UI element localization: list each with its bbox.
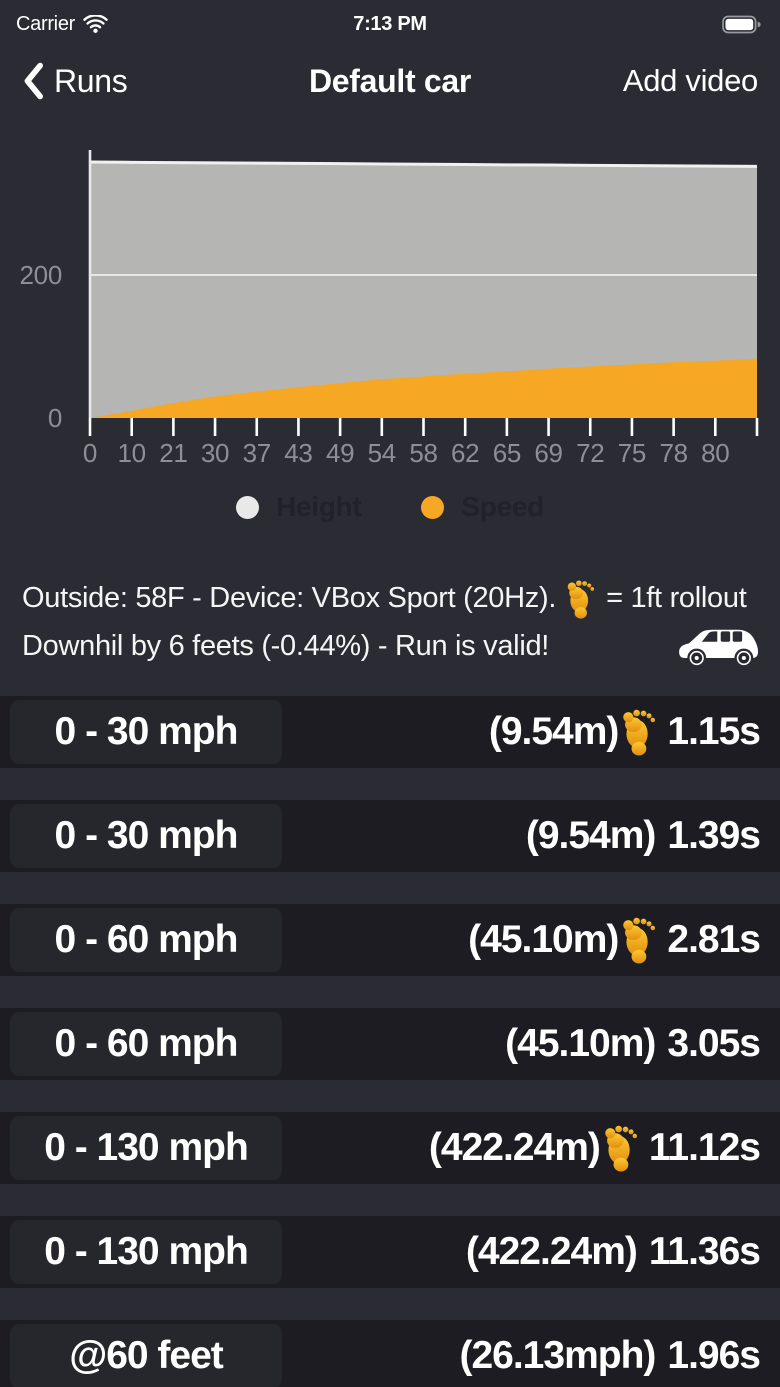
- svg-text:58: 58: [409, 438, 437, 468]
- battery-icon: [722, 15, 761, 33]
- add-video-button[interactable]: Add video: [622, 63, 758, 98]
- run-range-label: 0 - 30 mph: [54, 710, 239, 753]
- run-range-label: 0 - 60 mph: [54, 918, 239, 961]
- run-range-chip: 0 - 130 mph: [10, 1116, 282, 1180]
- svg-text:0: 0: [83, 438, 97, 468]
- run-row[interactable]: 0 - 30 mph (9.54m) 1.39s: [0, 800, 780, 872]
- rollout-foot-icon: [623, 917, 656, 964]
- legend-label-speed: Speed: [461, 491, 544, 522]
- back-button[interactable]: Runs: [22, 62, 128, 100]
- back-label: Runs: [54, 62, 128, 99]
- run-time: 3.05s: [667, 1022, 761, 1065]
- height-legend-dot-icon: [236, 495, 260, 519]
- run-values: (9.54m) 1.15s: [489, 708, 780, 756]
- outside-device-text: Outside: 58F - Device: VBox Sport (20Hz)…: [22, 582, 557, 614]
- run-range-label: 0 - 130 mph: [44, 1126, 249, 1169]
- run-range-label: @60 feet: [69, 1334, 224, 1377]
- run-row[interactable]: 0 - 60 mph (45.10m) 2.81s: [0, 904, 780, 976]
- run-range-chip: 0 - 60 mph: [10, 908, 282, 972]
- svg-text:62: 62: [451, 438, 479, 468]
- car-icon: [679, 629, 759, 668]
- run-range-chip: 0 - 60 mph: [10, 1012, 282, 1076]
- svg-text:80: 80: [701, 438, 729, 468]
- nav-bar: Runs Default car Add video: [0, 48, 780, 114]
- svg-text:10: 10: [118, 438, 146, 468]
- legend-item-height[interactable]: Height: [236, 491, 362, 523]
- run-time: 1.39s: [667, 814, 761, 857]
- legend-label-height: Height: [276, 491, 362, 522]
- chart-legend: Height Speed: [0, 491, 780, 523]
- run-row[interactable]: @60 feet (26.13mph) 1.96s: [0, 1320, 780, 1387]
- svg-text:49: 49: [326, 438, 354, 468]
- svg-text:78: 78: [659, 438, 687, 468]
- carrier-label: Carrier: [16, 12, 76, 35]
- run-values: (45.10m) 3.05s: [505, 1022, 780, 1066]
- run-info-line2: Downhil by 6 feets (-0.44%) - Run is val…: [22, 622, 762, 670]
- run-distance: (45.10m): [505, 1022, 656, 1065]
- legend-item-speed[interactable]: Speed: [421, 491, 544, 523]
- run-row[interactable]: 0 - 130 mph (422.24m) 11.36s: [0, 1216, 780, 1288]
- svg-text:30: 30: [201, 438, 229, 468]
- downhill-valid-text: Downhil by 6 feets (-0.44%) - Run is val…: [22, 629, 550, 662]
- run-time: 1.96s: [667, 1334, 761, 1377]
- run-range-label: 0 - 60 mph: [54, 1022, 239, 1065]
- speed-legend-dot-icon: [421, 495, 445, 519]
- footprint-icon: [567, 579, 595, 619]
- run-values: (26.13mph) 1.96s: [459, 1334, 780, 1378]
- rollout-foot-icon: [605, 1125, 637, 1172]
- run-range-chip: 0 - 130 mph: [10, 1220, 282, 1284]
- runs-list: 0 - 30 mph (9.54m) 1.15s 0 - 30 mph: [0, 696, 780, 1387]
- run-row[interactable]: 0 - 130 mph (422.24m) 11.12s: [0, 1112, 780, 1184]
- svg-text:72: 72: [576, 438, 604, 468]
- run-time: 11.36s: [648, 1230, 761, 1273]
- run-range-label: 0 - 30 mph: [54, 814, 239, 857]
- rollout-foot-icon: [623, 709, 656, 756]
- run-distance: (422.24m): [465, 1230, 638, 1273]
- back-chevron-icon: [24, 62, 44, 100]
- status-time: 7:13 PM: [353, 12, 427, 35]
- speed-height-chart: 0 10 21 30 37 43 49 54 58 62 65 69 72 75 78 80 0 200: [0, 128, 780, 473]
- run-info-line1: Outside: 58F - Device: VBox Sport (20Hz)…: [22, 577, 762, 620]
- svg-text:0: 0: [48, 403, 62, 433]
- svg-text:21: 21: [159, 438, 187, 468]
- chart-canvas: 0 10 21 30 37 43 49 54 58 62 65 69 72 75 78 80 0 200: [20, 150, 759, 468]
- run-distance: (422.24m): [428, 1126, 601, 1169]
- run-values: (45.10m) 2.81s: [468, 916, 780, 964]
- run-row[interactable]: 0 - 30 mph (9.54m) 1.15s: [0, 696, 780, 768]
- svg-text:43: 43: [284, 438, 312, 468]
- wifi-icon: [83, 14, 108, 33]
- run-time: 1.15s: [667, 710, 761, 753]
- svg-text:54: 54: [368, 438, 396, 468]
- run-distance: (45.10m): [468, 918, 619, 961]
- run-info-block: Outside: 58F - Device: VBox Sport (20Hz)…: [22, 577, 762, 670]
- run-time: 11.12s: [648, 1126, 761, 1169]
- run-values: (422.24m) 11.36s: [466, 1230, 780, 1274]
- run-time: 2.81s: [667, 918, 761, 961]
- svg-text:75: 75: [618, 438, 646, 468]
- run-range-chip: 0 - 30 mph: [10, 804, 282, 868]
- run-distance: (9.54m): [488, 710, 620, 753]
- run-values: (422.24m) 11.12s: [429, 1124, 780, 1172]
- run-range-label: 0 - 130 mph: [44, 1230, 249, 1273]
- status-bar: Carrier 7:13 PM: [0, 0, 780, 44]
- svg-text:37: 37: [243, 438, 271, 468]
- svg-text:69: 69: [534, 438, 562, 468]
- run-row[interactable]: 0 - 60 mph (45.10m) 3.05s: [0, 1008, 780, 1080]
- svg-text:200: 200: [20, 260, 62, 290]
- run-distance: (26.13mph): [459, 1334, 656, 1377]
- run-values: (9.54m) 1.39s: [526, 814, 780, 858]
- rollout-legend-text: = 1ft rollout: [606, 582, 747, 614]
- run-range-chip: @60 feet: [10, 1324, 282, 1387]
- svg-text:65: 65: [493, 438, 521, 468]
- run-range-chip: 0 - 30 mph: [10, 700, 282, 764]
- run-distance: (9.54m): [525, 814, 657, 857]
